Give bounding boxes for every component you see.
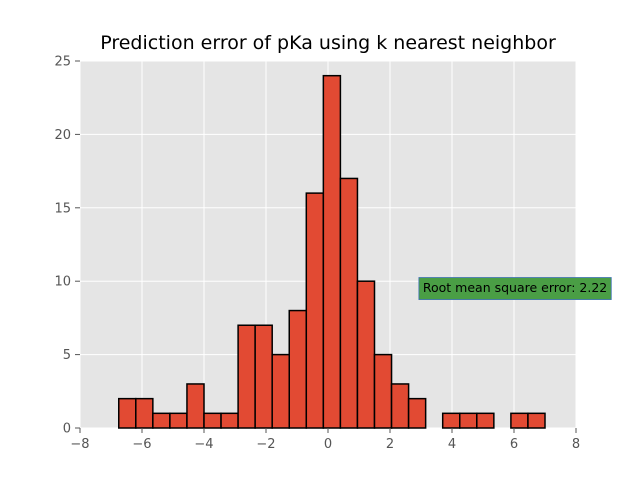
y-tick-label: 25 — [54, 55, 71, 70]
histogram-bar — [356, 280, 376, 429]
histogram-bar — [288, 309, 308, 429]
histogram-bar — [254, 324, 273, 429]
histogram-bar — [407, 397, 427, 429]
histogram-bar — [476, 412, 495, 429]
histogram-bar — [203, 412, 222, 429]
bars — [118, 74, 546, 429]
chart-title: Prediction error of pKa using k nearest … — [100, 32, 556, 54]
x-tick-label: −6 — [132, 437, 151, 452]
x-tick-label: 6 — [510, 437, 518, 452]
histogram-bar — [322, 74, 342, 429]
histogram-bar — [305, 192, 325, 429]
histogram-bar — [459, 412, 478, 429]
x-tick-label: −4 — [194, 437, 213, 452]
histogram-bar — [373, 353, 393, 429]
x-tick-label: 2 — [386, 437, 394, 452]
histogram-bar — [118, 397, 137, 429]
annotation-text: Root mean square error: 2.22 — [423, 280, 607, 295]
annotation-box: Root mean square error: 2.22 — [418, 277, 612, 300]
x-tick-label: −2 — [256, 437, 275, 452]
x-tick-label: 8 — [572, 437, 580, 452]
histogram-bar — [510, 412, 529, 429]
y-axis: 0 5 10 15 20 25 — [54, 55, 80, 437]
annotation-background — [418, 277, 612, 300]
histogram-bar — [135, 397, 154, 429]
histogram-bar — [152, 412, 171, 429]
x-tick-label: −8 — [70, 437, 89, 452]
histogram-bar — [441, 412, 461, 429]
histogram-bar — [527, 412, 546, 429]
histogram-bar — [220, 412, 239, 429]
x-tick-label: 4 — [448, 437, 456, 452]
x-axis: −8 −6 −4 −2 0 2 4 6 8 — [70, 428, 580, 452]
y-tick-label: 15 — [54, 201, 71, 216]
y-tick-label: 5 — [63, 348, 71, 363]
y-tick-label: 0 — [63, 422, 71, 437]
y-tick-label: 20 — [54, 128, 71, 143]
histogram-bar — [169, 412, 188, 429]
x-tick-label: 0 — [324, 437, 332, 452]
histogram-bar — [271, 353, 291, 429]
histogram-bar — [186, 383, 205, 429]
histogram-bar — [390, 383, 410, 429]
histogram-bar — [339, 177, 359, 429]
histogram-bar — [237, 324, 256, 429]
y-tick-label: 10 — [54, 275, 71, 290]
